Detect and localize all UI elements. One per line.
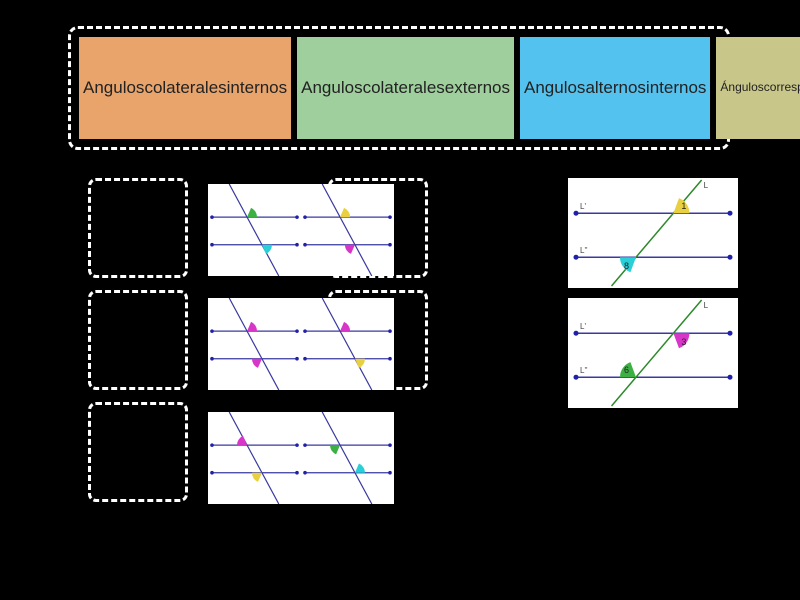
angle-diagram — [301, 412, 394, 504]
svg-text:L: L — [704, 181, 709, 190]
svg-text:L': L' — [580, 202, 586, 211]
angle-diagram-pair[interactable] — [208, 412, 394, 504]
svg-text:L: L — [704, 301, 709, 310]
angle-diagram — [208, 184, 301, 276]
category-tile-3[interactable]: Ánguloscorrespondientes — [716, 37, 800, 139]
angle-diagram — [208, 412, 301, 504]
drop-slot[interactable] — [88, 402, 188, 502]
svg-text:L': L' — [580, 322, 586, 331]
category-tile-1[interactable]: Anguloscolateralesexternos — [297, 37, 514, 139]
angle-diagram-pair[interactable] — [208, 298, 394, 390]
angle-diagram-pair[interactable] — [208, 184, 394, 276]
diagrams-left — [208, 184, 394, 504]
categories-container: AnguloscolateralesinternosAnguloscolater… — [68, 26, 730, 150]
angle-diagram-large[interactable]: 1 8 L' L'' L — [568, 178, 738, 288]
svg-text:3: 3 — [681, 337, 686, 347]
drop-slot[interactable] — [88, 178, 188, 278]
slots-column-left — [88, 178, 188, 502]
angle-diagram — [301, 298, 394, 390]
svg-text:6: 6 — [624, 365, 629, 375]
svg-text:L'': L'' — [580, 366, 588, 375]
drop-slot[interactable] — [88, 290, 188, 390]
angle-diagram — [208, 298, 301, 390]
svg-text:8: 8 — [624, 261, 629, 271]
category-tile-2[interactable]: Angulosalternosinternos — [520, 37, 710, 139]
angle-diagram-large[interactable]: 3 6 L' L'' L — [568, 298, 738, 408]
svg-text:1: 1 — [681, 201, 686, 211]
angle-diagram — [301, 184, 394, 276]
svg-text:L'': L'' — [580, 246, 588, 255]
category-tile-0[interactable]: Anguloscolateralesinternos — [79, 37, 291, 139]
diagrams-right: 1 8 L' L'' L 3 6 L' L'' L — [568, 178, 738, 408]
